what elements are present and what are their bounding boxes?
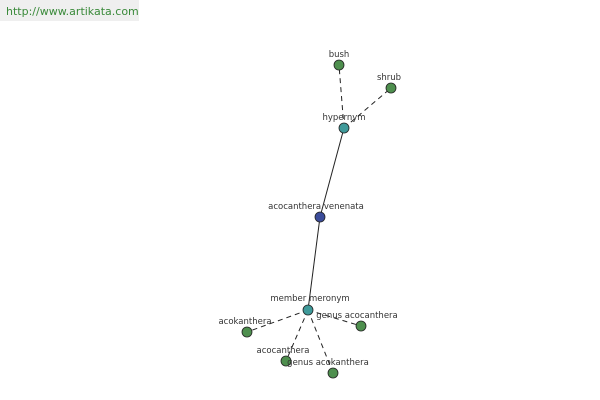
node[interactable] — [333, 59, 345, 71]
url[interactable]: http://www.artikata.com — [6, 5, 139, 18]
edge — [338, 64, 345, 129]
node[interactable] — [355, 320, 367, 332]
edge — [319, 127, 345, 218]
node-label: acokanthera — [218, 317, 271, 327]
node[interactable] — [338, 122, 350, 134]
node[interactable] — [314, 211, 326, 223]
node[interactable] — [327, 367, 339, 379]
node-label: member meronym — [270, 294, 349, 304]
node-label: shrub — [377, 73, 401, 83]
edge — [307, 309, 362, 327]
node[interactable] — [280, 355, 292, 367]
node[interactable] — [302, 304, 314, 316]
node[interactable] — [385, 82, 397, 94]
node-label: genus acocanthera — [316, 311, 398, 321]
node-label: acocanthera venenata — [268, 202, 364, 212]
edge — [343, 87, 392, 129]
node[interactable] — [241, 326, 253, 338]
edge — [307, 216, 321, 311]
edge — [307, 309, 334, 374]
node-label: genus acokanthera — [287, 358, 369, 368]
url-banner — [0, 0, 139, 21]
node-label: hypernym — [322, 113, 365, 123]
edge — [285, 309, 309, 362]
node-label: acocanthera — [256, 346, 309, 356]
edge — [246, 309, 309, 333]
node-label: bush — [329, 50, 350, 60]
